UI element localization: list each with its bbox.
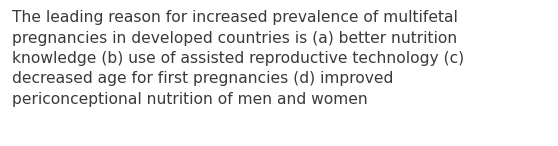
Text: The leading reason for increased prevalence of multifetal
pregnancies in develop: The leading reason for increased prevale…: [12, 10, 464, 107]
